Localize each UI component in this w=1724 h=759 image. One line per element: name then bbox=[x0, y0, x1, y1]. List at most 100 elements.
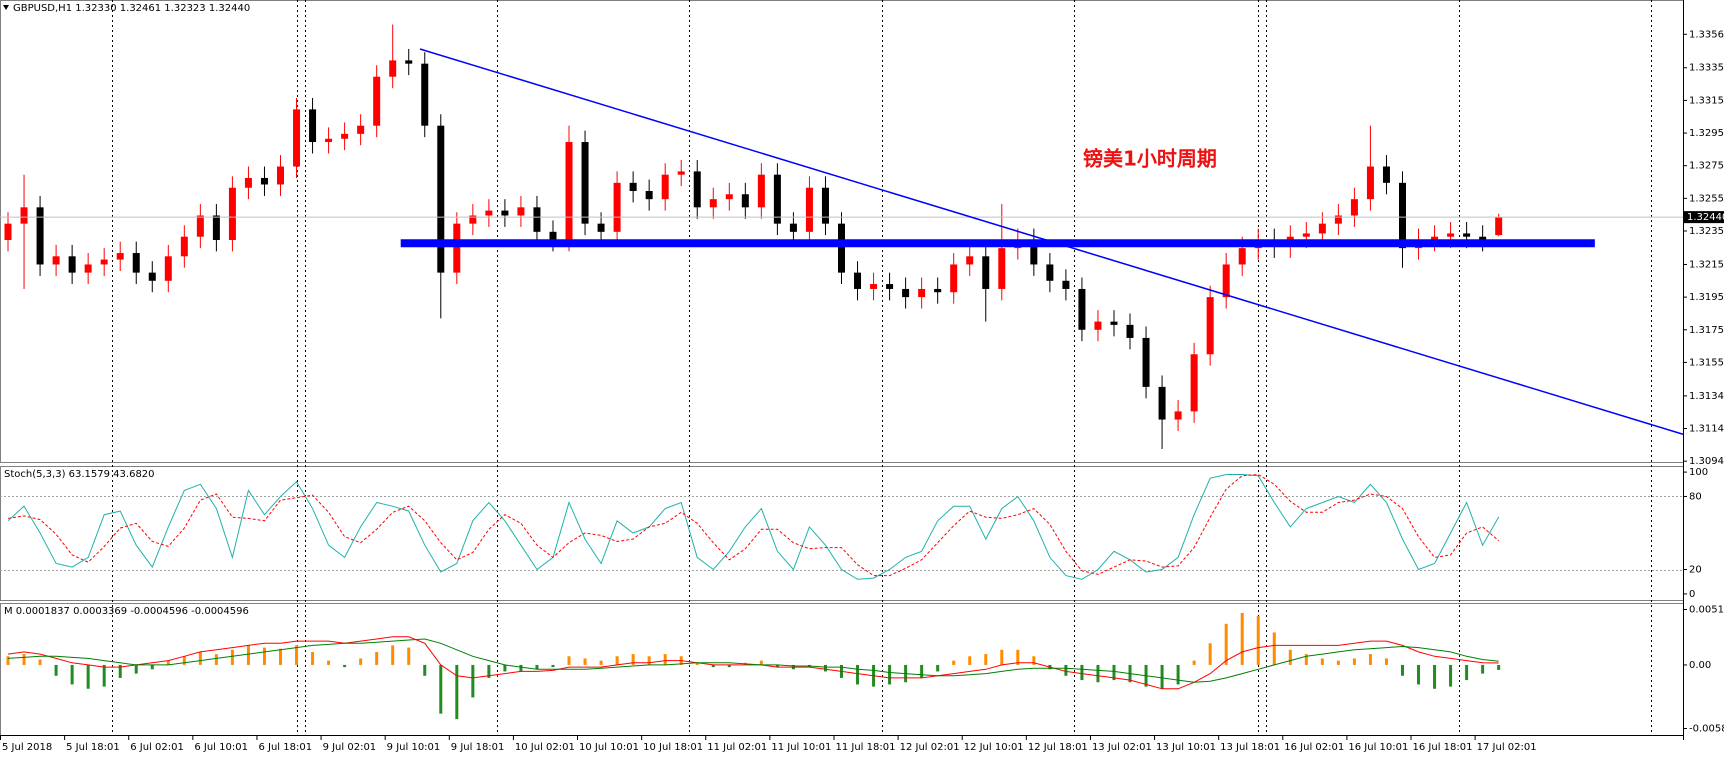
candle-body bbox=[1334, 215, 1342, 224]
histogram-bar bbox=[663, 654, 667, 665]
candle-body bbox=[693, 171, 701, 208]
candle-body bbox=[485, 210, 493, 216]
y-tick-label: -0.00587 bbox=[1689, 724, 1724, 735]
y-tick-label: 1.32555 bbox=[1689, 193, 1724, 204]
candle-body bbox=[1174, 411, 1182, 420]
candle-body bbox=[341, 133, 349, 139]
y-tick-label: 1.31345 bbox=[1689, 391, 1724, 402]
last-price-label: 1.32440 bbox=[1687, 212, 1724, 223]
histogram-bar bbox=[952, 660, 956, 665]
histogram-bar bbox=[727, 664, 731, 668]
candle-body bbox=[677, 171, 685, 175]
histogram-bar bbox=[455, 664, 459, 720]
x-tick-label: 12 Jul 18:01 bbox=[1028, 742, 1088, 753]
menu-triangle[interactable] bbox=[3, 5, 9, 10]
histogram-bar bbox=[1465, 664, 1469, 681]
histogram-bar bbox=[134, 664, 138, 674]
candle-body bbox=[68, 256, 76, 273]
x-tick-label: 13 Jul 18:01 bbox=[1220, 742, 1280, 753]
x-tick-label: 9 Jul 18:01 bbox=[451, 742, 505, 753]
histogram-bar bbox=[1481, 664, 1485, 674]
candle-body bbox=[84, 264, 92, 273]
histogram-bar bbox=[1449, 664, 1453, 687]
candle-body bbox=[453, 223, 461, 273]
candle-body bbox=[1094, 321, 1102, 330]
candle-body bbox=[870, 284, 878, 289]
histogram-bar bbox=[535, 664, 539, 670]
y-tick-label: 20 bbox=[1689, 565, 1702, 576]
candle-body bbox=[1126, 324, 1134, 338]
x-tick-label: 12 Jul 02:01 bbox=[900, 742, 960, 753]
histogram-bar bbox=[359, 658, 363, 665]
candle-body bbox=[325, 138, 333, 143]
x-tick-label: 16 Jul 18:01 bbox=[1413, 742, 1473, 753]
y-tick-label: 1.30945 bbox=[1689, 456, 1724, 467]
histogram-bar bbox=[439, 664, 443, 714]
histogram-bar bbox=[118, 664, 122, 678]
candle-body bbox=[1495, 217, 1503, 236]
candle-body bbox=[581, 142, 589, 224]
histogram-bar bbox=[1096, 664, 1100, 683]
histogram-bar bbox=[1240, 612, 1244, 665]
candle-body bbox=[148, 272, 156, 281]
histogram-bar bbox=[936, 664, 940, 672]
histogram-bar bbox=[198, 651, 202, 665]
candle-body bbox=[244, 177, 252, 188]
histogram-bar bbox=[423, 664, 427, 676]
candle-body bbox=[549, 231, 557, 240]
candle-body bbox=[1030, 239, 1038, 265]
candle-body bbox=[1479, 236, 1487, 240]
histogram-bar bbox=[1401, 664, 1404, 676]
candle-body bbox=[1142, 337, 1150, 387]
candle-body bbox=[180, 236, 188, 257]
histogram-bar bbox=[1192, 660, 1196, 665]
candle-body bbox=[501, 210, 509, 216]
candle-body bbox=[1302, 233, 1310, 237]
x-tick-label: 13 Jul 10:01 bbox=[1156, 742, 1216, 753]
histogram-bar bbox=[311, 651, 315, 665]
candle-body bbox=[982, 256, 990, 289]
histogram-bar bbox=[1433, 664, 1437, 689]
candle-body bbox=[405, 60, 413, 64]
candle-body bbox=[773, 174, 781, 224]
histogram-bar bbox=[1288, 649, 1292, 665]
candle-body bbox=[934, 288, 942, 293]
candle-body bbox=[629, 182, 637, 192]
histogram-bar bbox=[375, 651, 379, 665]
candle-body bbox=[709, 199, 717, 208]
candle-body bbox=[1190, 354, 1198, 412]
candle-body bbox=[20, 207, 28, 224]
histogram-bar bbox=[407, 647, 411, 665]
histogram-bar bbox=[615, 656, 619, 665]
y-tick-label: 1.33560 bbox=[1689, 29, 1724, 40]
candle-body bbox=[437, 125, 445, 273]
x-tick-label: 12 Jul 10:01 bbox=[964, 742, 1024, 753]
x-tick-label: 5 Jul 18:01 bbox=[66, 742, 120, 753]
x-tick-label: 6 Jul 18:01 bbox=[258, 742, 312, 753]
candle-body bbox=[212, 215, 220, 240]
y-tick-label: 0.00512 bbox=[1689, 604, 1724, 615]
y-tick-label: 1.33155 bbox=[1689, 95, 1724, 106]
x-tick-label: 13 Jul 02:01 bbox=[1092, 742, 1152, 753]
candle-body bbox=[52, 256, 60, 265]
candle-body bbox=[260, 177, 268, 185]
histogram-bar bbox=[711, 664, 715, 668]
panel-title: Stoch(5,3,3) 63.1579 43.6820 bbox=[4, 469, 155, 480]
histogram-bar bbox=[6, 656, 10, 665]
y-tick-label: 1.31145 bbox=[1689, 424, 1724, 435]
candle-body bbox=[309, 109, 317, 143]
candle-body bbox=[1382, 166, 1390, 183]
histogram-bar bbox=[1272, 632, 1276, 665]
histogram-bar bbox=[583, 658, 587, 665]
histogram-bar bbox=[920, 664, 924, 678]
candle-body bbox=[854, 272, 862, 289]
histogram-bar bbox=[150, 664, 154, 670]
x-tick-label: 6 Jul 10:01 bbox=[194, 742, 248, 753]
x-tick-label: 9 Jul 02:01 bbox=[323, 742, 377, 753]
histogram-bar bbox=[647, 656, 651, 665]
candle-body bbox=[1062, 280, 1070, 289]
histogram-bar bbox=[343, 664, 347, 668]
y-tick-label: 0 bbox=[1689, 589, 1695, 600]
